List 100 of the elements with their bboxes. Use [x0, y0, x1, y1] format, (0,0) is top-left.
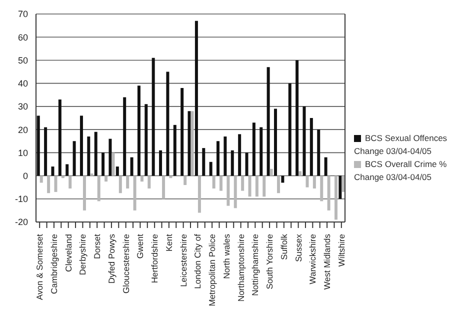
y-tick-label: 30: [18, 102, 28, 112]
bar: [245, 152, 248, 176]
bar: [108, 138, 112, 176]
bar: [180, 88, 184, 176]
bar: [116, 166, 119, 176]
bar: [296, 60, 299, 176]
y-tick-label: 50: [18, 55, 28, 66]
bar: [40, 176, 43, 183]
bar: [255, 176, 258, 197]
bar: [133, 176, 136, 210]
bar: [90, 173, 94, 176]
bar: [44, 127, 48, 176]
bar: [118, 176, 122, 194]
bar: [198, 176, 201, 213]
bar: [112, 152, 115, 176]
x-tick-label: Gwent: [135, 233, 146, 259]
bar: [281, 176, 284, 183]
bar: [248, 176, 252, 197]
y-tick-label: -10: [14, 194, 28, 204]
bar: [298, 171, 302, 176]
bar: [288, 83, 292, 176]
bar: [209, 162, 212, 176]
bar: [252, 122, 256, 176]
legend-label: BCS Sexual Offences Change 03/04-04/05: [354, 133, 448, 156]
y-tick-label: 20: [18, 124, 28, 135]
bar: [162, 176, 166, 199]
x-tick-label: Dorset: [92, 233, 102, 260]
x-tick-label: Wiltshire: [336, 234, 346, 267]
bar: [97, 176, 100, 202]
bar: [36, 116, 40, 176]
x-tick-label: Cleveland: [63, 234, 74, 272]
bar: [54, 176, 58, 192]
bar: [342, 176, 345, 192]
bar: [80, 116, 83, 176]
bar: [216, 141, 220, 176]
bar: [144, 104, 148, 176]
bar: [220, 176, 223, 191]
bar: [320, 176, 324, 202]
bar: [130, 157, 134, 176]
bar: [226, 176, 230, 206]
bar: [317, 130, 320, 176]
bar: [262, 176, 266, 197]
bar: [234, 176, 237, 208]
bar: [224, 136, 227, 176]
bar: [310, 118, 313, 176]
x-tick-label: Suffolk: [278, 233, 289, 260]
x-tick-label: Nottinghamshire: [250, 234, 260, 296]
y-tick-label: 40: [18, 78, 28, 89]
bar: [260, 127, 263, 176]
bar: [270, 168, 273, 176]
bar: [230, 150, 234, 176]
bar: [82, 176, 86, 210]
bar: [306, 176, 309, 188]
bar: [152, 58, 155, 176]
bar: [87, 136, 90, 176]
bar: [338, 176, 342, 199]
bar: [72, 141, 76, 176]
bar: [238, 134, 242, 176]
bar: [166, 72, 170, 176]
bar: [274, 108, 277, 176]
x-tick-label: North wales: [221, 234, 232, 279]
y-tick-label: 0: [22, 170, 28, 181]
bar: [277, 176, 280, 194]
legend-label: BCS Overall Crime % Change 03/04-04/05: [354, 159, 447, 182]
bar: [188, 111, 191, 176]
bar: [241, 176, 244, 191]
x-tick-label: Warwickshire: [308, 234, 318, 284]
bar: [327, 176, 330, 210]
y-tick-label: 70: [18, 9, 28, 20]
bar: [302, 106, 306, 176]
x-tick-label: Dyfed Powys: [106, 234, 116, 284]
bar: [159, 150, 162, 176]
x-tick-label: West Midlands: [322, 234, 332, 290]
bar: [212, 176, 216, 188]
x-tick-label: Sussex: [293, 233, 304, 262]
y-tick-label: -20: [14, 217, 28, 228]
y-tick-label: 60: [18, 32, 28, 42]
x-tick-label: Metropolitan Police: [207, 234, 218, 306]
x-tick-label: Kent: [164, 233, 174, 252]
bar: [126, 176, 130, 188]
bar: [173, 124, 176, 176]
bar: [123, 97, 126, 176]
bar: [266, 67, 270, 176]
bar: [137, 86, 140, 176]
x-tick-label: Northamptonshire: [236, 234, 246, 302]
x-tick-label: Derbyshire: [78, 234, 88, 276]
x-tick-label: Gloucestershire: [120, 234, 131, 294]
bar: [94, 132, 98, 176]
bar: [51, 166, 54, 176]
bar: [66, 164, 69, 176]
bar: [190, 111, 194, 176]
x-tick-label: South Yorshire: [264, 234, 275, 290]
bar: [102, 152, 105, 176]
bar: [104, 176, 108, 182]
x-tick-label: Leicestershire: [178, 234, 188, 287]
bar: [334, 176, 338, 220]
bar: [324, 157, 328, 176]
bar: [58, 100, 62, 176]
bar: [312, 176, 316, 188]
bar: [47, 176, 50, 194]
